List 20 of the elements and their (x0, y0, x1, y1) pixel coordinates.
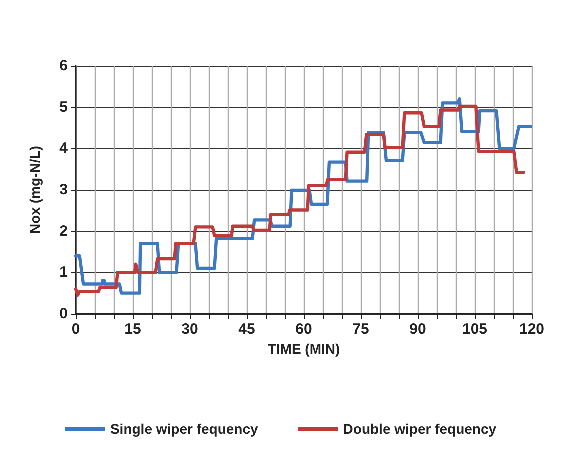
y-tick-label: 0 (60, 306, 68, 322)
x-tick-label: 75 (352, 321, 370, 338)
y-tick-label: 2 (60, 222, 68, 240)
y-axis-title: Nox (mg-N/L) (27, 146, 43, 234)
x-tick-label: 30 (182, 321, 198, 338)
legend-label: Double wiper fequency (343, 421, 497, 437)
x-axis-title: TIME (MIN) (268, 340, 340, 357)
legend-label: Single wiper fequency (110, 421, 258, 437)
x-tick-label: 105 (462, 321, 488, 338)
y-tick-label: 4 (60, 140, 69, 158)
y-tick-label: 3 (60, 182, 68, 198)
x-tick-label: 60 (296, 321, 312, 338)
x-tick-label: 45 (238, 321, 256, 338)
x-tick-label: 90 (410, 321, 426, 338)
y-tick-label: 1 (60, 264, 68, 282)
x-tick-label: 15 (124, 321, 142, 338)
y-tick-label: 6 (60, 58, 68, 74)
x-tick-label: 0 (72, 321, 80, 338)
x-tick-label: 120 (519, 321, 545, 338)
y-tick-label: 5 (60, 98, 68, 116)
